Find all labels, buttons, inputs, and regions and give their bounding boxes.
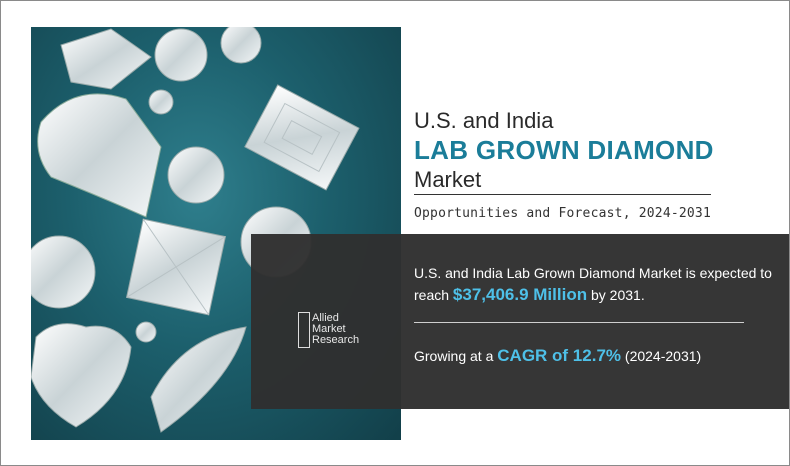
cagr-value: CAGR of 12.7%: [497, 346, 622, 365]
diamond-marquise: [150, 326, 247, 433]
stat1-text-b: by 2031.: [587, 287, 645, 303]
diamond-princess-cut: [126, 218, 226, 316]
diamond-small-round: [148, 89, 174, 115]
market-size-value: $37,406.9 Million: [452, 285, 588, 304]
title-line-3: Market: [414, 167, 482, 192]
diamond-pear-large: [37, 93, 162, 218]
title-line-2: LAB GROWN DIAMOND: [414, 135, 714, 165]
diamond-round-left: [31, 235, 96, 309]
logo-line-1: Allied: [312, 312, 339, 324]
title-line-1: U.S. and India: [414, 108, 554, 133]
stat2-text-a: Growing at a: [414, 348, 498, 364]
diamond-top-left: [60, 28, 152, 90]
title-block: U.S. and India LAB GROWN DIAMOND Market: [414, 108, 754, 194]
diamond-round-middle: [167, 146, 225, 204]
diamonds-illustration: [31, 27, 360, 433]
logo-mark-icon: [298, 312, 310, 348]
diamond-emerald-cut: [244, 84, 360, 191]
diamond-round-top: [154, 28, 208, 82]
diamond-round-top-right: [220, 27, 262, 64]
diamond-heart: [31, 323, 132, 428]
logo-line-3: Research: [312, 334, 360, 346]
stat1-text-a: U.S. and India Lab Grown Diamond Market …: [414, 265, 772, 303]
subtitle: Opportunities and Forecast, 2024-2031: [414, 206, 711, 221]
stat2-text-b: (2024-2031): [621, 348, 702, 364]
diamond-small-round-bottom: [135, 321, 157, 343]
stats-panel: Allied Market Research U.S. and India La…: [251, 234, 789, 409]
title-divider: [414, 194, 711, 195]
logo-line-2: Market: [312, 323, 346, 335]
stats-divider: [414, 322, 744, 323]
cagr-statement: Growing at a CAGR of 12.7% (2024-2031): [414, 346, 774, 366]
market-size-statement: U.S. and India Lab Grown Diamond Market …: [414, 262, 774, 306]
diamonds-photo: [31, 27, 401, 440]
